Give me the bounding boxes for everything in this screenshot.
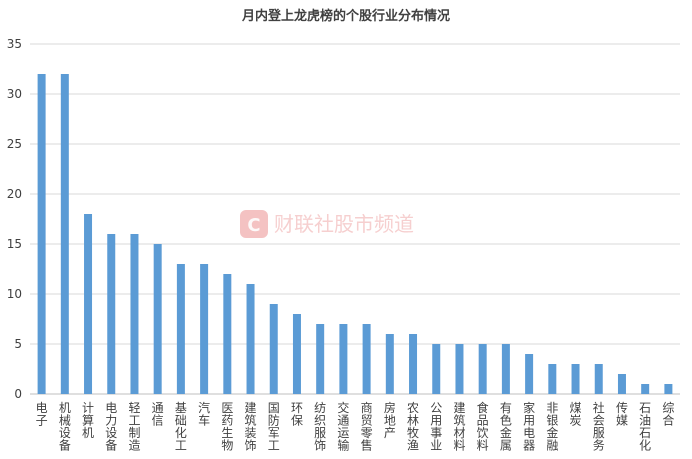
bar <box>548 364 557 394</box>
bar <box>525 354 534 394</box>
y-tick-label: 30 <box>7 87 22 101</box>
x-category-label: 商贸零售 <box>361 400 373 453</box>
x-category-label: 农林牧渔 <box>407 401 419 453</box>
bar <box>60 74 69 394</box>
x-category-label: 房地产 <box>384 400 396 440</box>
y-tick-label: 15 <box>7 237 22 251</box>
watermark-logo-letter: C <box>247 215 260 236</box>
x-category-label: 传媒 <box>616 400 628 428</box>
y-tick-label: 5 <box>14 337 22 351</box>
x-category-label: 机械设备 <box>59 401 71 453</box>
x-category-label: 交通运输 <box>337 400 349 453</box>
watermark: C 财联社股市频道 <box>240 210 414 238</box>
y-tick-label: 0 <box>14 387 22 401</box>
watermark-text: 财联社股市频道 <box>274 212 414 236</box>
bar <box>339 324 348 394</box>
bar <box>246 284 255 394</box>
bar <box>455 344 464 394</box>
x-axis-categories: 电子机械设备计算机电力设备轻工制造通信基础化工汽车医药生物建筑装饰国防军工环保纺… <box>36 400 675 453</box>
y-tick-label: 35 <box>7 37 22 51</box>
x-category-label: 国防军工 <box>268 401 280 453</box>
bar <box>84 214 93 394</box>
watermark-logo <box>240 210 268 238</box>
bar <box>594 364 603 394</box>
y-axis-ticks: 0 5 10 15 20 25 30 35 <box>7 37 22 401</box>
chart-title: 月内登上龙虎榜的个股行业分布情况 <box>241 8 450 24</box>
bar <box>316 324 325 394</box>
x-category-label: 社会服务 <box>593 400 605 453</box>
x-category-label: 食品饮料 <box>477 400 489 453</box>
x-category-label: 环保 <box>291 401 303 428</box>
bar <box>432 344 441 394</box>
bar <box>292 314 301 394</box>
y-tick-label: 10 <box>7 287 22 301</box>
x-category-label: 建筑装饰 <box>245 401 257 453</box>
bar <box>107 234 116 394</box>
x-category-label: 有色金属 <box>500 401 512 453</box>
bar <box>478 344 487 394</box>
bar <box>409 334 418 394</box>
bar <box>200 264 209 394</box>
x-category-label: 汽车 <box>198 400 210 428</box>
x-category-label: 基础化工 <box>175 401 187 453</box>
bar <box>223 274 232 394</box>
x-category-label: 煤炭 <box>570 401 582 428</box>
x-category-label: 通信 <box>152 401 164 428</box>
x-category-label: 石油石化 <box>639 401 651 453</box>
bar <box>153 244 162 394</box>
x-category-label: 计算机 <box>82 401 94 440</box>
x-category-label: 医药生物 <box>221 401 233 453</box>
bar <box>130 234 139 394</box>
x-category-label: 纺织服饰 <box>314 401 326 453</box>
bar <box>176 264 185 394</box>
bar <box>571 364 580 394</box>
bar <box>362 324 371 394</box>
x-category-label: 电子 <box>36 401 48 428</box>
bar <box>385 334 394 394</box>
bars <box>37 74 673 394</box>
bar <box>641 384 650 394</box>
y-tick-label: 25 <box>7 137 22 151</box>
x-category-label: 家用电器 <box>523 400 535 453</box>
x-category-label: 综合 <box>662 401 674 428</box>
x-category-label: 轻工制造 <box>128 401 140 453</box>
x-category-label: 公用事业 <box>430 401 442 453</box>
bar <box>269 304 278 394</box>
bar <box>37 74 46 394</box>
bar <box>664 384 673 394</box>
bar <box>501 344 510 394</box>
x-category-label: 非银金融 <box>546 401 558 453</box>
x-category-label: 电力设备 <box>105 401 117 453</box>
y-tick-label: 20 <box>7 187 22 201</box>
bar <box>617 374 626 394</box>
x-category-label: 建筑材料 <box>453 401 465 453</box>
